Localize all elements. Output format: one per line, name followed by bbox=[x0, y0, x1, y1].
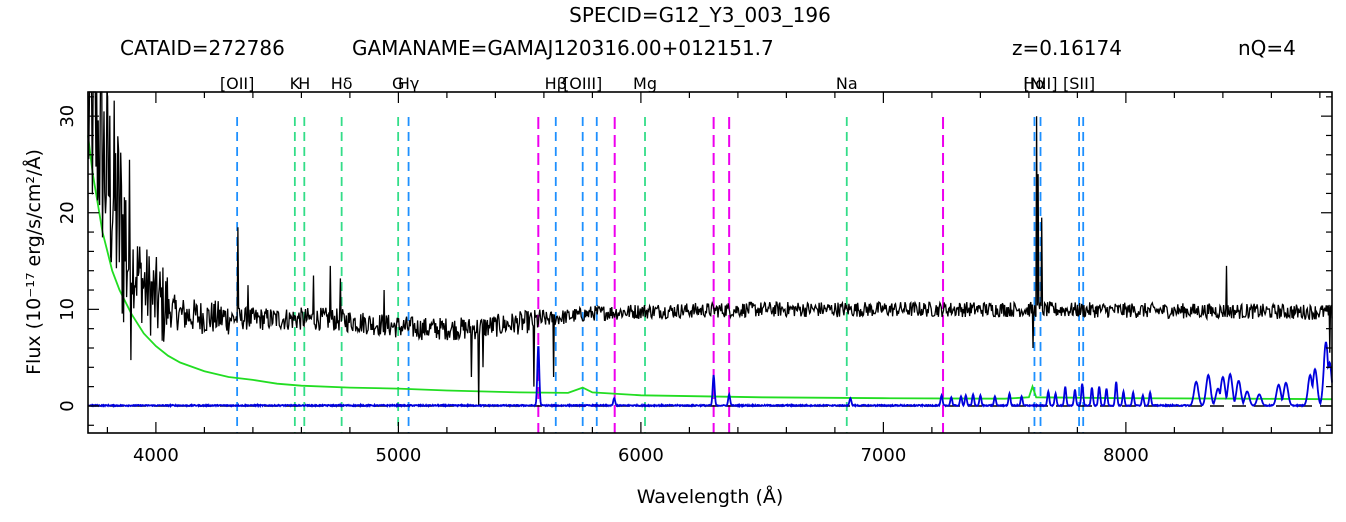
y-axis-title: Flux (10⁻¹⁷ erg/s/cm²/Å) bbox=[22, 149, 45, 375]
error-line bbox=[87, 135, 1333, 401]
line-marker-label: Hβ bbox=[545, 74, 567, 93]
quality-label: nQ=4 bbox=[1238, 36, 1296, 60]
y-tick-label: 20 bbox=[57, 201, 78, 224]
line-marker-label: Hδ bbox=[331, 74, 353, 93]
y-tick-label: 10 bbox=[57, 298, 78, 321]
line-marker-label: Na bbox=[836, 74, 858, 93]
specid-title: SPECID=G12_Y3_003_196 bbox=[569, 3, 831, 27]
line-marker-label: Hα bbox=[1023, 74, 1046, 93]
sky-series bbox=[87, 341, 1333, 409]
y-tick-label: 30 bbox=[57, 105, 78, 128]
x-tick-label: 8000 bbox=[1103, 445, 1149, 466]
line-marker-label: Mg bbox=[633, 74, 657, 93]
x-axis-title: Wavelength (Å) bbox=[637, 485, 784, 508]
line-marker-label: [SII] bbox=[1063, 74, 1095, 93]
sky-line bbox=[87, 341, 1333, 409]
line-marker-label: [OII] bbox=[220, 74, 255, 93]
line-marker-label: Hγ bbox=[398, 74, 420, 93]
gamaname-label: GAMANAME=GAMAJ120316.00+012151.7 bbox=[352, 36, 774, 60]
line-marker-labels: [OII] KH Hδ GHγ Hβ[OIII] Mg Na Hα[NII] [SII] bbox=[220, 74, 1095, 93]
x-tick-label: 7000 bbox=[860, 445, 906, 466]
x-tick-label: 6000 bbox=[618, 445, 664, 466]
x-tick-label: 4000 bbox=[133, 445, 179, 466]
axis-ticks: 4000 5000 6000 7000 8000 0 10 20 30 bbox=[57, 92, 1332, 466]
line-marker-label: [OIII] bbox=[563, 74, 602, 93]
line-marker-label: G bbox=[392, 74, 404, 93]
line-marker-label: [NII] bbox=[1024, 74, 1058, 93]
x-tick-label: 5000 bbox=[375, 445, 421, 466]
spectrum-series bbox=[87, 91, 1333, 407]
error-series bbox=[87, 135, 1333, 401]
line-markers bbox=[236, 117, 1085, 433]
plot-frame bbox=[87, 91, 1333, 434]
redshift-label: z=0.16174 bbox=[1012, 36, 1122, 60]
spectrum-line bbox=[87, 91, 1333, 407]
cataid-label: CATAID=272786 bbox=[120, 36, 285, 60]
line-marker-label: K bbox=[290, 74, 301, 93]
line-marker-label: H bbox=[298, 74, 310, 93]
y-tick-label: 0 bbox=[57, 400, 78, 411]
